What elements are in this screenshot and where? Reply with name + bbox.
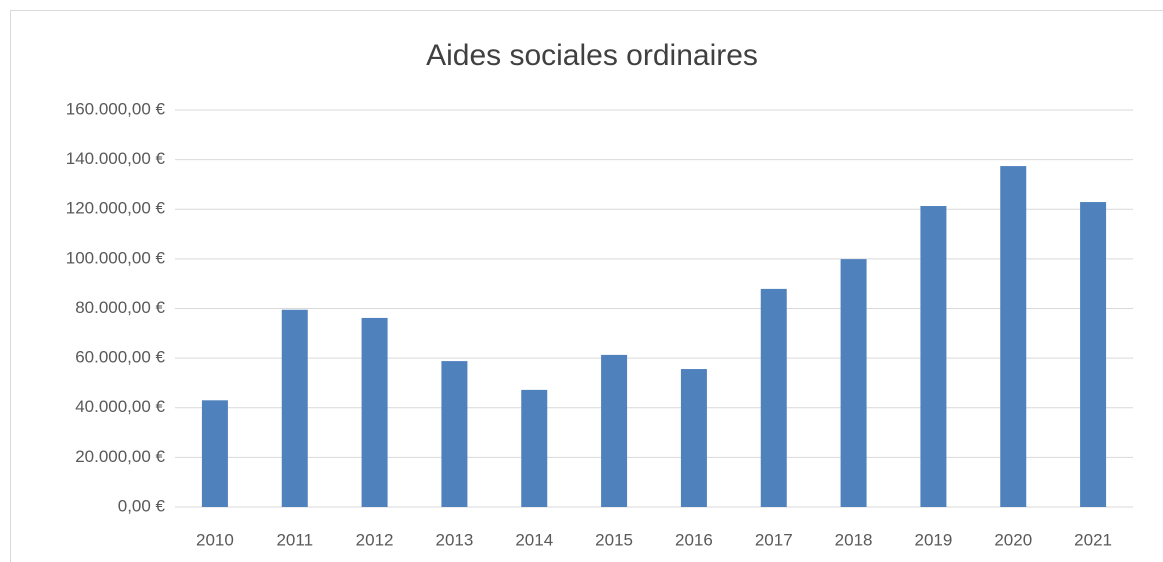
y-tick-label: 160.000,00 € xyxy=(66,99,166,118)
x-tick-label: 2021 xyxy=(1074,530,1112,549)
x-tick-label: 2019 xyxy=(915,530,953,549)
bar xyxy=(521,389,548,507)
x-tick-label: 2011 xyxy=(276,530,313,549)
bar xyxy=(920,206,947,508)
chart-border xyxy=(10,10,1163,562)
bar xyxy=(760,288,787,507)
bar xyxy=(601,354,628,507)
x-tick-label: 2020 xyxy=(994,530,1032,549)
y-tick-label: 140.000,00 € xyxy=(66,149,166,168)
chart-title: Aides sociales ordinaires xyxy=(426,39,758,72)
x-tick-label: 2016 xyxy=(675,530,713,549)
bar xyxy=(680,369,707,507)
bar xyxy=(201,400,228,507)
y-tick-label: 60.000,00 € xyxy=(75,348,165,367)
y-tick-label: 40.000,00 € xyxy=(75,397,165,416)
x-tick-label: 2017 xyxy=(755,530,793,549)
x-tick-label: 2014 xyxy=(515,530,553,549)
x-tick-label: 2018 xyxy=(835,530,873,549)
bar xyxy=(1080,202,1107,507)
bar xyxy=(281,309,308,507)
bar xyxy=(840,259,867,507)
x-tick-label: 2015 xyxy=(595,530,633,549)
x-tick-label: 2010 xyxy=(196,530,234,549)
y-tick-label: 0,00 € xyxy=(118,496,166,515)
y-tick-label: 120.000,00 € xyxy=(66,199,166,218)
y-tick-label: 20.000,00 € xyxy=(75,447,165,466)
bar xyxy=(1000,166,1027,508)
y-tick-label: 100.000,00 € xyxy=(66,248,166,267)
x-tick-label: 2012 xyxy=(356,530,394,549)
bar xyxy=(441,361,468,507)
x-tick-label: 2013 xyxy=(436,530,474,549)
y-tick-label: 80.000,00 € xyxy=(75,298,165,317)
bar xyxy=(361,317,388,507)
